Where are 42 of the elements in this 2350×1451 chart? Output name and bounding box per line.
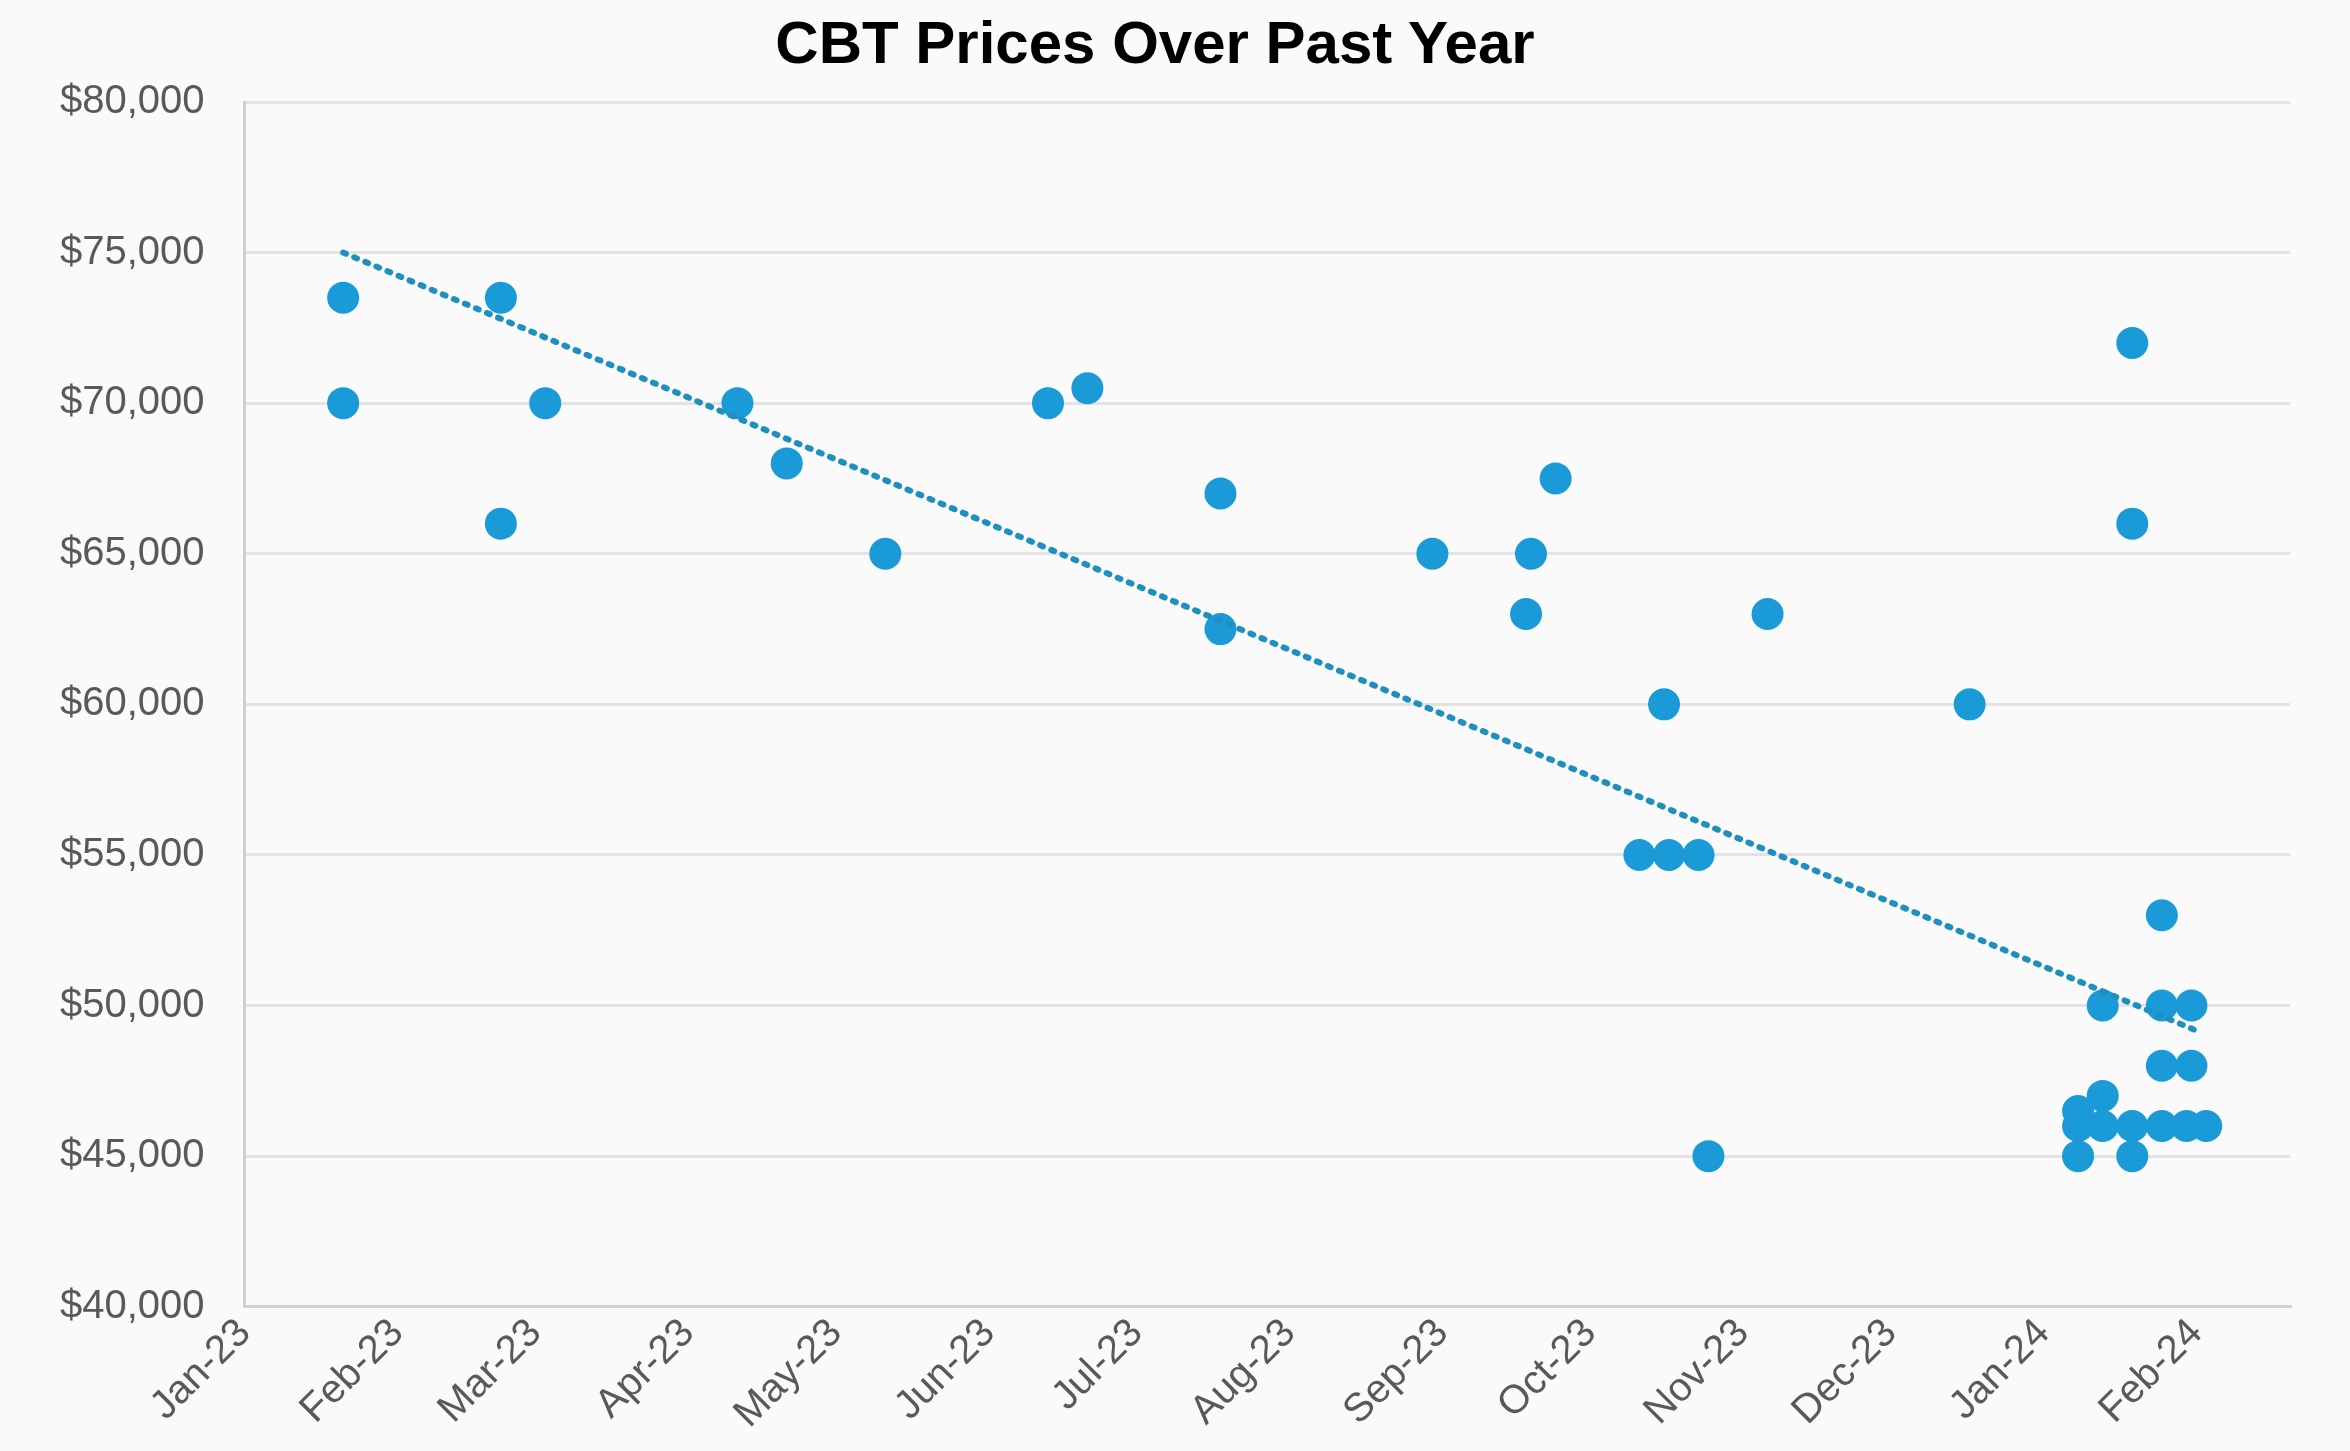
point xyxy=(2175,1049,2208,1082)
point xyxy=(1204,477,1237,510)
point xyxy=(529,387,562,420)
point xyxy=(2175,989,2208,1022)
point xyxy=(721,387,754,420)
point xyxy=(1751,598,1784,631)
y-tick-label: $60,000 xyxy=(60,679,205,724)
point xyxy=(2116,1140,2149,1173)
point xyxy=(2062,1140,2095,1173)
point xyxy=(2086,1079,2119,1112)
point xyxy=(1031,387,1064,420)
y-tick-label: $55,000 xyxy=(60,830,205,874)
chart-title: CBT Prices Over Past Year xyxy=(775,8,1535,76)
y-tick-label: $65,000 xyxy=(60,528,205,573)
point xyxy=(2086,989,2119,1022)
y-tick-label: $80,000 xyxy=(60,77,205,122)
point xyxy=(1071,372,1104,405)
point xyxy=(484,507,517,540)
point xyxy=(2145,899,2178,932)
y-tick-label: $45,000 xyxy=(60,1131,205,1176)
point xyxy=(327,281,360,314)
point xyxy=(484,281,517,314)
point xyxy=(1514,537,1547,570)
point xyxy=(1510,598,1543,631)
point xyxy=(869,537,902,570)
point xyxy=(2145,1049,2178,1082)
y-tick-label: $70,000 xyxy=(60,378,205,423)
point xyxy=(1682,838,1715,871)
point xyxy=(1692,1140,1725,1173)
point xyxy=(2116,507,2149,540)
point xyxy=(2116,326,2149,359)
point xyxy=(770,447,803,480)
point xyxy=(2116,1110,2149,1143)
point xyxy=(327,387,360,420)
point xyxy=(1953,688,1986,721)
point xyxy=(1623,838,1656,871)
point xyxy=(1648,688,1681,721)
point xyxy=(1652,838,1685,871)
point xyxy=(1416,537,1449,570)
point xyxy=(1539,462,1572,495)
y-tick-label: $50,000 xyxy=(60,980,205,1025)
y-tick-label: $75,000 xyxy=(60,227,205,272)
